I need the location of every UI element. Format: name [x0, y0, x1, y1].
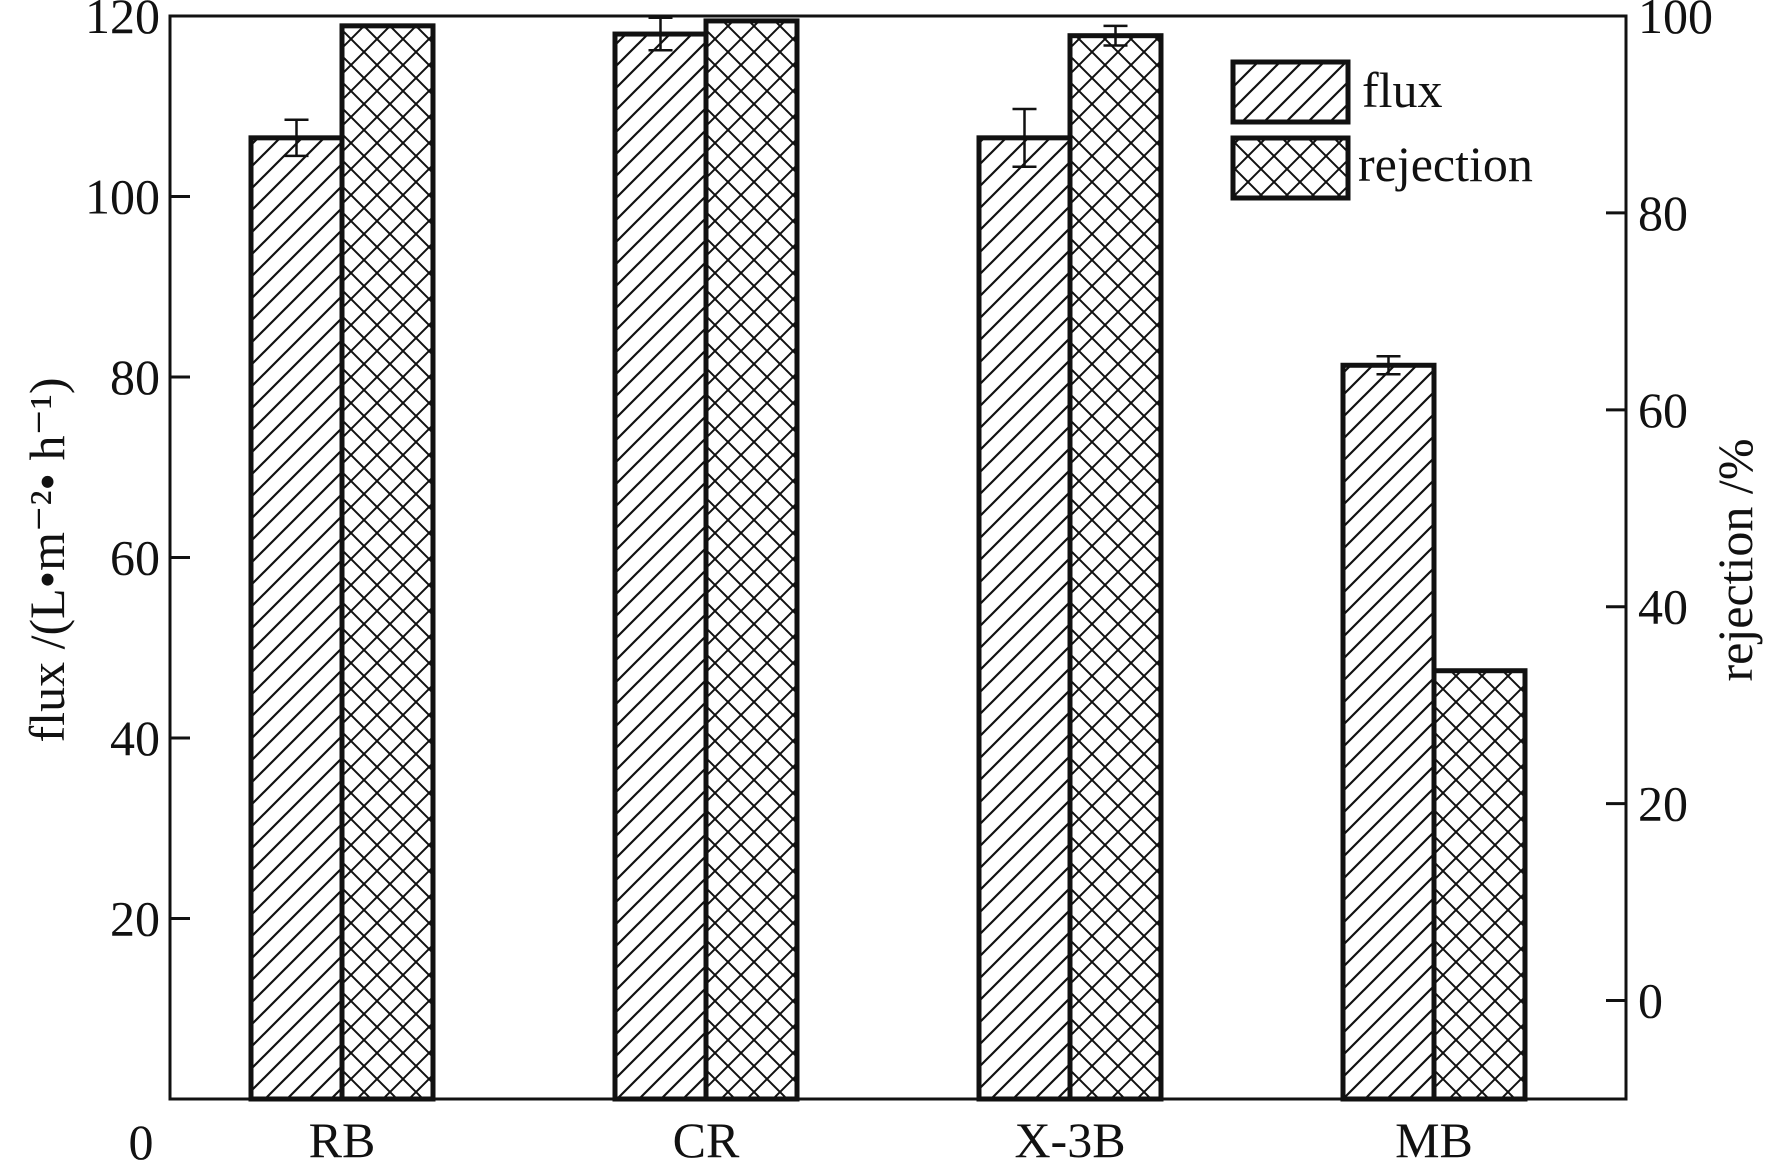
bar-rejection-rb [339, 23, 436, 1102]
right-tick-label-80: 80 [1638, 185, 1688, 241]
bars-layer [248, 18, 1528, 1102]
error-bar-flux-x-3b [1012, 107, 1037, 168]
category-label-rb: RB [309, 1112, 376, 1163]
bar-flux-rb [248, 135, 345, 1102]
category-label-mb: MB [1395, 1112, 1473, 1163]
left-tick-label-40: 40 [110, 710, 160, 766]
error-bars-layer [284, 16, 1401, 376]
right-tick-label-100: 100 [1638, 0, 1713, 44]
error-bar-flux-mb [1376, 354, 1401, 376]
bar-flux-mb [1340, 362, 1437, 1102]
bar-flux-cr [612, 31, 709, 1102]
legend-swatch-flux [1230, 59, 1351, 125]
right-axis-title: rejection /% [1707, 439, 1763, 682]
legend-label-flux: flux [1362, 62, 1443, 118]
error-bar-rejection-x-3b [1103, 24, 1128, 47]
left-tick-label-80: 80 [110, 349, 160, 405]
right-tick-label-40: 40 [1638, 579, 1688, 635]
legend-swatch-rejection [1230, 135, 1351, 201]
right-tick-label-20: 20 [1638, 776, 1688, 832]
left-tick-label-100: 100 [85, 169, 160, 225]
legend: flux rejection [1230, 59, 1533, 201]
right-axis-ticks: 0 20 40 60 80 100 [1606, 0, 1713, 1029]
bar-flux-x-3b [976, 135, 1073, 1102]
bar-rejection-cr [703, 18, 800, 1102]
category-label-cr: CR [673, 1112, 740, 1163]
left-axis-ticks: 20 40 60 80 100 120 [85, 0, 190, 947]
error-bar-flux-rb [284, 118, 309, 158]
category-labels: RB CR X-3B MB [309, 1112, 1473, 1168]
error-bar-flux-cr [648, 16, 673, 52]
bar-rejection-x-3b [1067, 33, 1164, 1102]
left-tick-label-20: 20 [110, 891, 160, 947]
left-axis-title: flux /(L•m⁻²• h⁻¹) [19, 378, 75, 743]
left-tick-label-120: 120 [85, 0, 160, 44]
left-tick-label-60: 60 [110, 530, 160, 586]
right-tick-label-60: 60 [1638, 382, 1688, 438]
legend-label-rejection: rejection [1358, 136, 1533, 192]
origin-tick-label: 0 [129, 1114, 154, 1163]
category-label-x-3b: X-3B [1014, 1112, 1125, 1163]
bar-rejection-mb [1431, 668, 1528, 1102]
right-tick-label-0: 0 [1638, 973, 1663, 1029]
